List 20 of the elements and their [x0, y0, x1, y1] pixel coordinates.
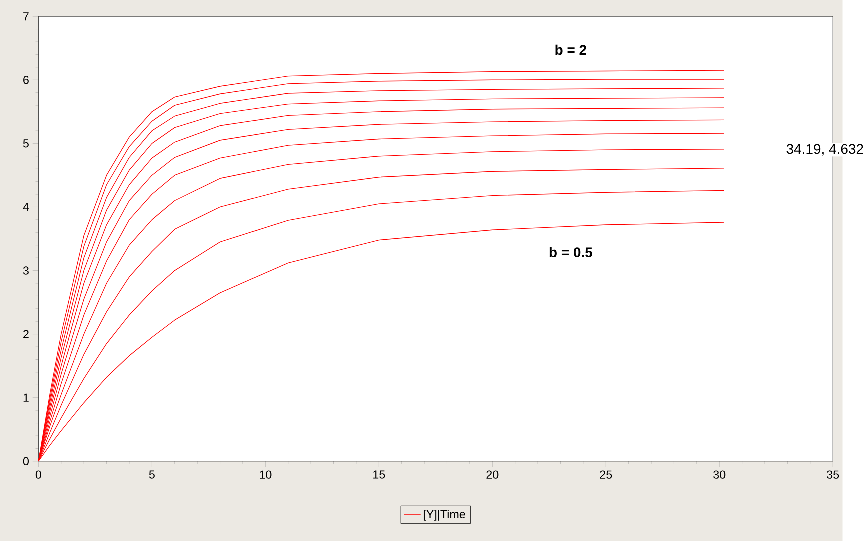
x-tick-label: 15	[374, 470, 386, 480]
x-tick-label: 20	[486, 470, 499, 480]
legend-label: [Y]|Time	[424, 510, 466, 522]
y-tick-label: 2	[24, 330, 29, 339]
x-tick-label: 30	[714, 470, 726, 480]
y-tick-label: 0	[23, 458, 29, 466]
annotation: 34.19, 4.632	[786, 144, 864, 156]
x-tick-label: 0	[36, 470, 42, 480]
y-tick-label: 3	[23, 266, 29, 276]
x-tick-label: 10	[260, 470, 272, 480]
y-tick-label: 6	[24, 76, 29, 84]
annotation: b = 2	[556, 45, 586, 56]
y-tick-label: 7	[24, 12, 29, 21]
x-tick-label: 25	[600, 470, 612, 480]
y-tick-label: 5	[23, 140, 29, 148]
x-tick-label: 5	[149, 470, 155, 480]
y-tick-label: 4	[23, 203, 30, 212]
x-tick-label: 35	[827, 470, 840, 480]
y-tick-label: 1	[24, 394, 29, 402]
annotation: b = 0.5	[550, 247, 592, 258]
